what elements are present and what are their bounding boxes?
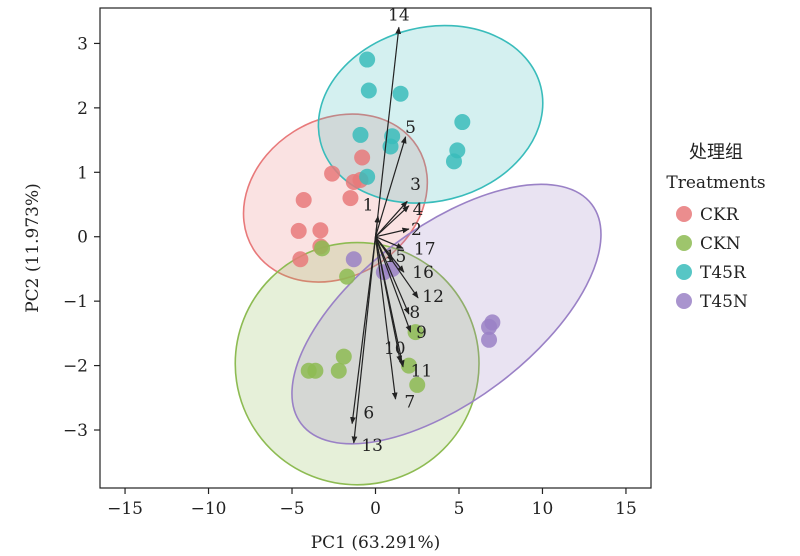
loading-label-12: 12 (422, 287, 444, 307)
point-t45r (392, 85, 409, 102)
point-ckr (354, 149, 371, 166)
x-tick-label: −10 (191, 499, 227, 519)
loading-arrow-17 (375, 236, 404, 249)
point-t45n (481, 318, 498, 335)
ellipse-ckn (234, 241, 480, 486)
x-tick-label: −5 (279, 499, 304, 519)
point-t45r (360, 82, 377, 99)
loading-arrow-5 (374, 136, 407, 237)
point-ckn (409, 376, 426, 393)
loading-arrow-16 (375, 236, 405, 273)
loading-arrow-9 (374, 236, 412, 333)
point-ckr (290, 222, 307, 239)
loading-label-6: 6 (363, 404, 374, 424)
x-tick-label: −15 (107, 499, 143, 519)
legend: 处理组 Treatments CKR CKN T45R T45N (666, 142, 765, 312)
loading-arrow-13 (351, 236, 377, 444)
legend-label-t45n: T45N (700, 292, 748, 312)
point-t45r (454, 114, 471, 131)
loading-arrow-7 (374, 236, 398, 400)
point-ckn (400, 357, 417, 374)
loading-arrow-14 (374, 26, 402, 237)
loading-label-7: 7 (404, 393, 415, 413)
sample-points (290, 51, 501, 393)
point-ckn (314, 240, 331, 257)
loading-label-5: 5 (405, 118, 416, 138)
point-ckn (407, 324, 424, 341)
loading-label-1: 1 (363, 196, 374, 216)
loading-label-14: 14 (388, 5, 410, 25)
point-ckr (342, 190, 359, 207)
point-t45n (481, 331, 498, 348)
confidence-ellipses (234, 24, 602, 486)
point-ckn (339, 268, 356, 285)
point-t45r (352, 126, 369, 143)
y-tick-label: −3 (63, 421, 88, 441)
y-tick-label: −1 (63, 292, 88, 312)
loading-arrow-11 (374, 236, 405, 368)
legend-items: CKR CKN T45R T45N (676, 205, 748, 312)
y-tick-label: 0 (77, 228, 88, 248)
loading-arrow-4 (375, 205, 410, 238)
loading-arrow-2 (375, 227, 410, 238)
loading-label-3: 3 (410, 175, 421, 195)
legend-swatch-ckn (676, 235, 692, 251)
loading-arrow-8 (374, 236, 410, 315)
legend-label-t45r: T45R (700, 263, 747, 283)
loading-label-17: 17 (414, 239, 436, 259)
x-axis-label: PC1 (63.291%) (311, 533, 441, 553)
y-tick-label: 1 (77, 163, 88, 183)
loading-label-16: 16 (412, 263, 434, 283)
loading-label-8: 8 (409, 303, 420, 323)
legend-swatch-t45n (676, 293, 692, 309)
point-ckr (324, 165, 341, 182)
loading-label-13: 13 (361, 436, 383, 456)
loading-label-11: 11 (411, 362, 433, 382)
loading-label-2: 2 (411, 220, 422, 240)
loading-arrows (350, 26, 419, 444)
y-tick-label: 3 (77, 34, 88, 54)
legend-title-cn: 处理组 (689, 142, 743, 163)
y-tick-label: 2 (77, 99, 88, 119)
point-ckr (312, 222, 329, 239)
point-t45r (359, 168, 376, 185)
point-t45n (345, 251, 362, 268)
legend-title-en: Treatments (666, 173, 765, 193)
y-axis-ticks: −3 −2 −1 0 1 2 3 (63, 34, 100, 441)
x-axis-ticks: −15 −10 −5 0 5 10 15 (107, 488, 637, 519)
point-ckn (307, 362, 324, 379)
legend-swatch-t45r (676, 264, 692, 280)
x-tick-label: 15 (615, 499, 637, 519)
loading-label-10: 10 (384, 339, 406, 359)
legend-swatch-ckr (676, 206, 692, 222)
y-axis-label: PC2 (11.973%) (23, 183, 43, 313)
point-ckr (295, 192, 312, 208)
legend-label-ckr: CKR (700, 205, 740, 225)
loading-label-9: 9 (416, 323, 427, 343)
loading-arrow-3 (375, 200, 408, 238)
loading-label-4: 4 (413, 200, 424, 220)
x-tick-label: 0 (370, 499, 381, 519)
point-ckr (292, 251, 309, 268)
point-t45r (359, 51, 376, 68)
loading-arrow-6 (350, 236, 377, 425)
y-tick-label: −2 (63, 357, 88, 377)
x-tick-label: 5 (454, 499, 465, 519)
legend-label-ckn: CKN (700, 234, 741, 254)
point-t45r (445, 153, 462, 170)
point-ckn (335, 348, 352, 365)
ellipse-ckr (242, 113, 429, 283)
ellipse-t45r (317, 24, 544, 204)
x-tick-label: 10 (532, 499, 554, 519)
loading-label-15: 15 (385, 247, 407, 267)
point-ckn (330, 362, 347, 379)
